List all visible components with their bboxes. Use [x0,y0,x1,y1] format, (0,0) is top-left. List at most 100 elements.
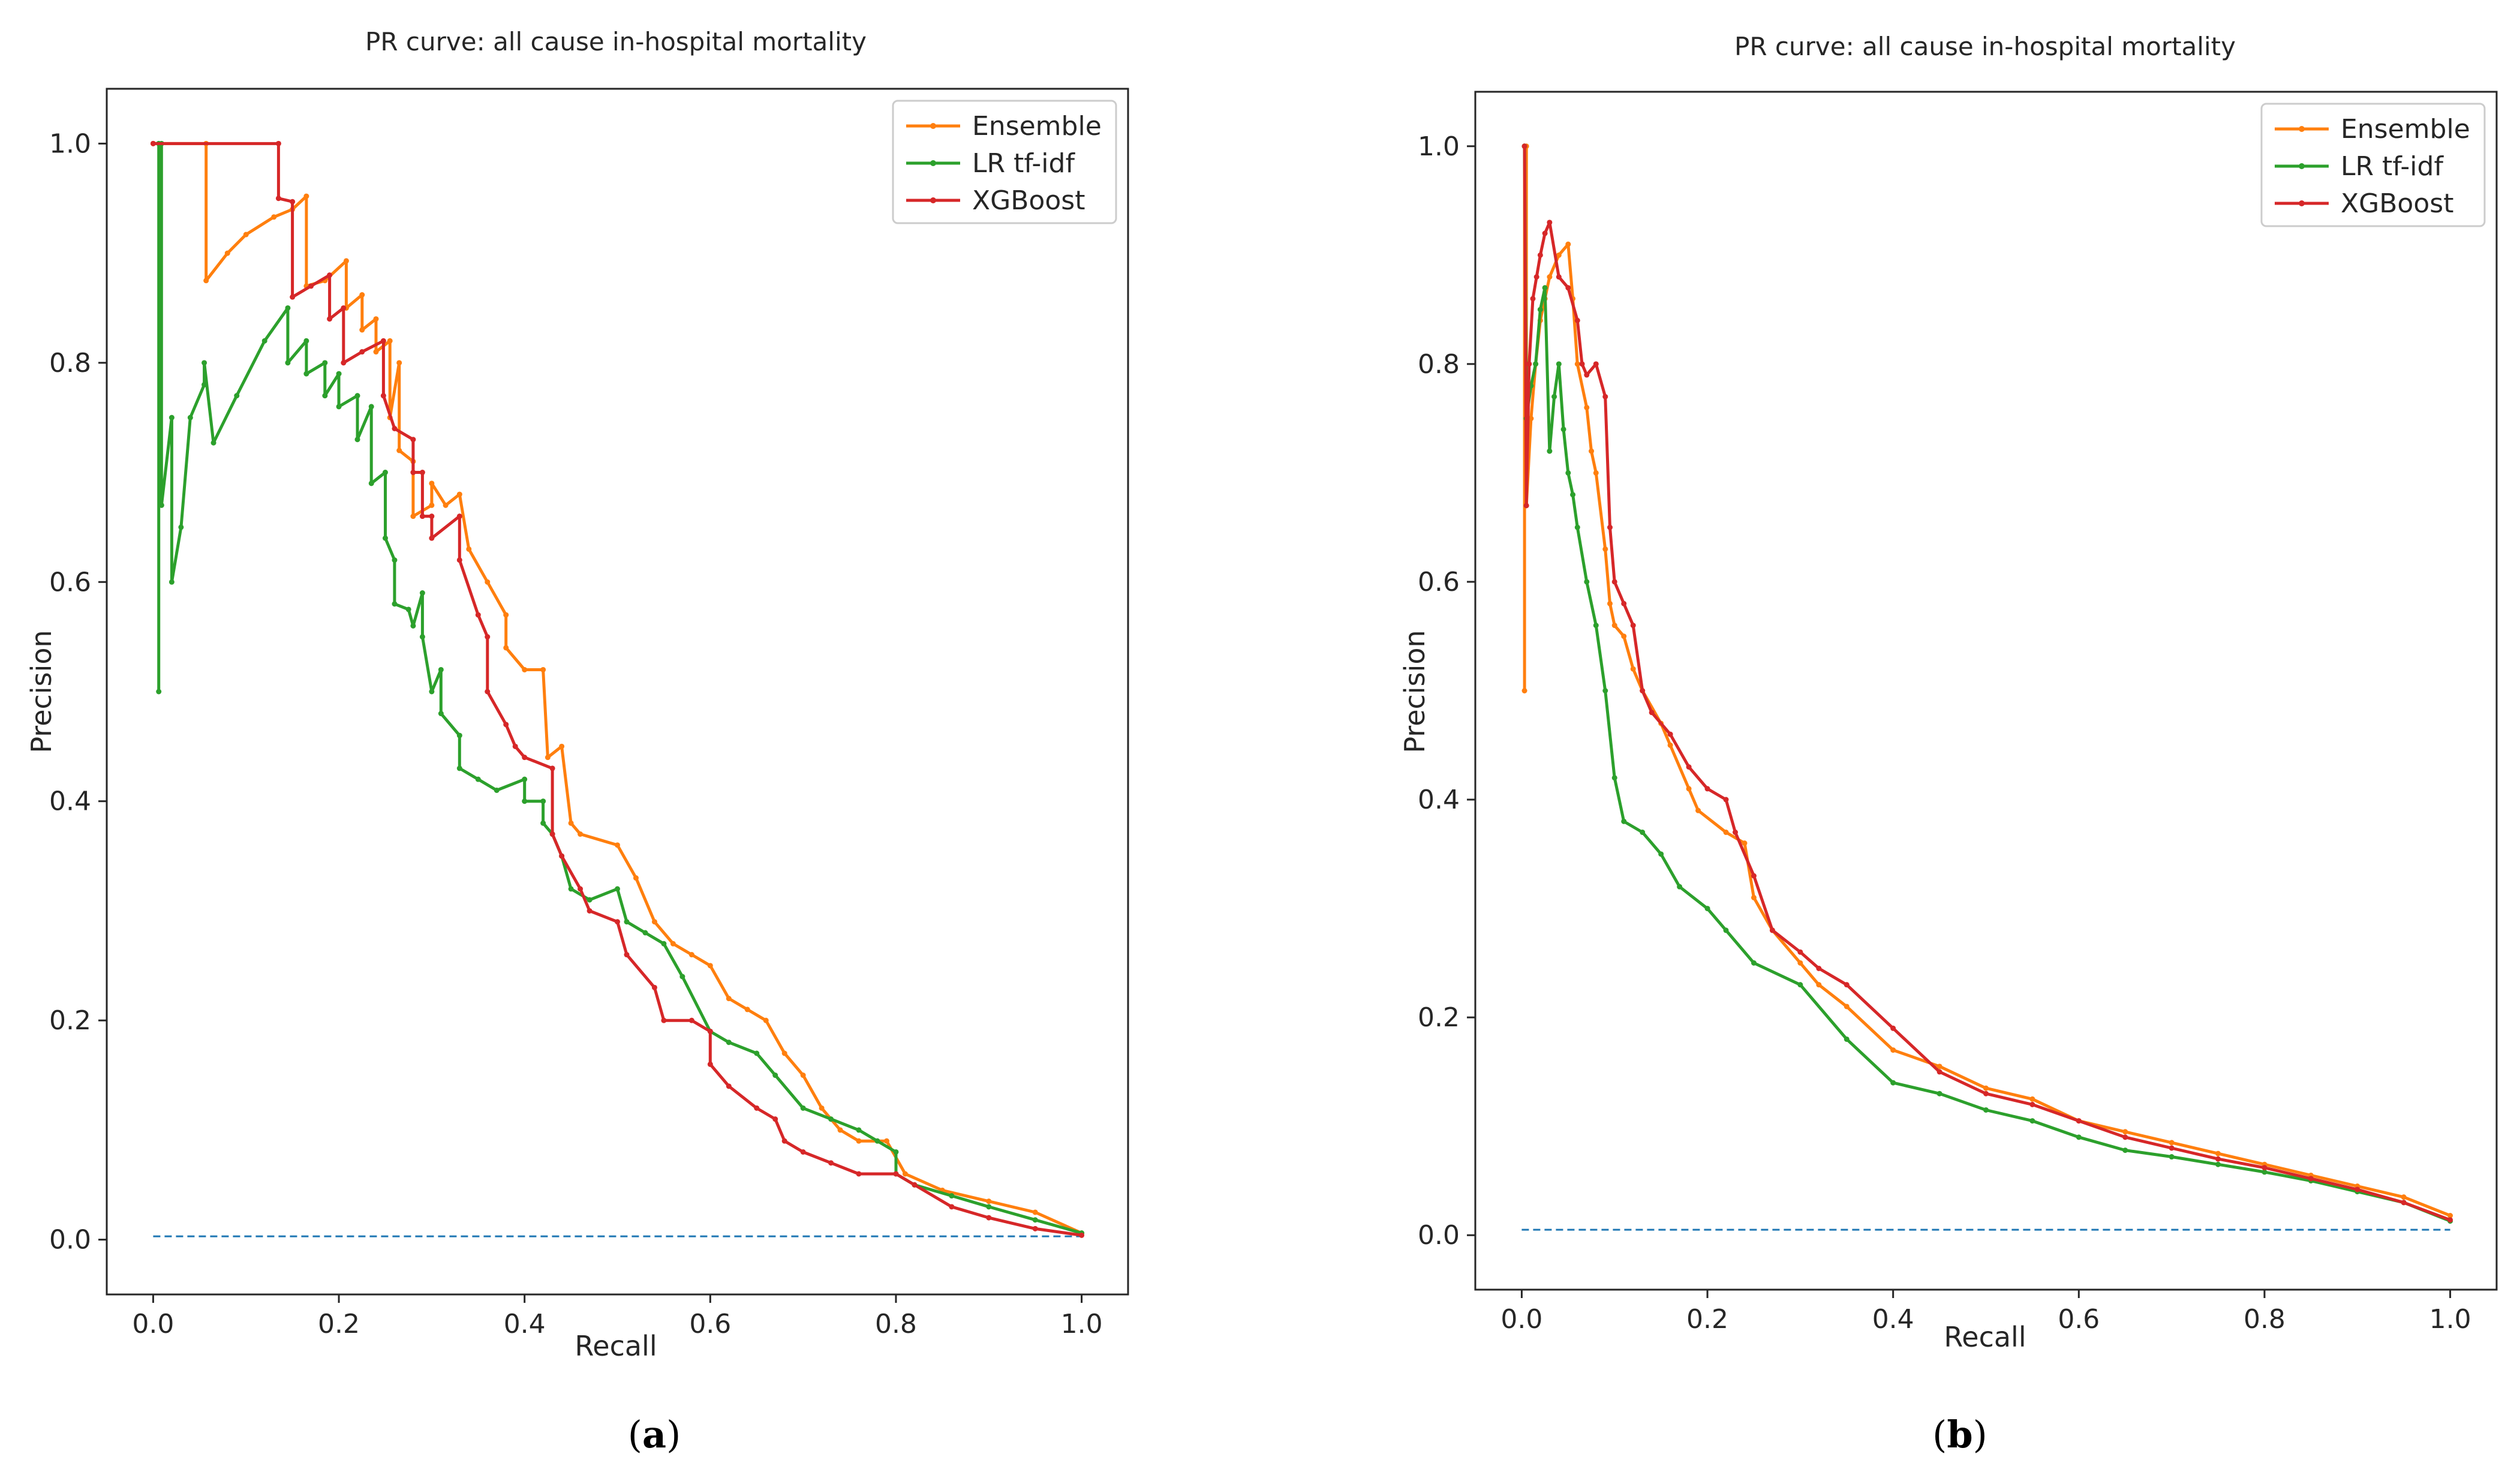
data-point [225,251,230,256]
data-point [1631,666,1636,672]
data-point [410,513,416,519]
data-point [1612,579,1617,584]
data-point [1526,361,1532,367]
data-point [322,360,327,365]
data-point [763,1018,769,1023]
data-point [559,744,564,749]
data-point [522,777,527,782]
legend-marker [2299,200,2305,206]
data-point [1742,840,1747,846]
data-point [336,404,342,409]
data-point [1538,253,1543,258]
y-tick-label: 0.4 [49,786,91,817]
data-point [1751,895,1757,900]
data-point [949,1193,954,1198]
y-tick-label: 0.2 [49,1005,91,1036]
data-point [1612,623,1617,628]
data-point [1547,220,1552,225]
data-point [2076,1118,2082,1123]
data-point [986,1204,991,1209]
data-point [856,1171,862,1177]
data-point [1547,274,1552,280]
data-point [1797,982,1803,987]
data-point [1607,525,1613,530]
data-point [1640,688,1645,693]
data-point [1534,274,1539,280]
data-point [420,513,425,519]
data-point [624,919,629,924]
data-point [545,755,551,760]
y-axis-label: Precision [25,630,58,753]
data-point [540,821,546,826]
data-point [1584,405,1589,410]
data-point [1547,449,1552,454]
legend-label: XGBoost [972,185,1085,216]
data-point [1770,927,1775,933]
data-point [1621,633,1626,639]
data-point [429,689,434,695]
data-point [2447,1217,2453,1222]
data-point [550,831,555,837]
data-point [276,141,281,146]
x-tick-label: 0.4 [1872,1304,1914,1335]
data-point [1724,797,1729,803]
data-point [1602,394,1608,399]
data-point [271,214,276,220]
data-point [615,919,620,924]
legend-label: LR tf-idf [972,148,1075,179]
data-point [1584,579,1589,584]
data-point [652,919,657,924]
data-point [1621,819,1626,824]
data-point [670,941,676,947]
data-point [476,612,481,618]
data-point [801,1073,806,1078]
data-point [1565,285,1571,290]
y-tick-label: 0.4 [1418,785,1460,815]
data-point [2215,1162,2221,1167]
data-point [303,371,309,377]
data-point [2308,1176,2314,1181]
data-point [661,1018,666,1023]
data-point [986,1198,991,1204]
y-tick-label: 0.8 [49,348,91,378]
data-point [285,305,290,311]
data-point [1575,525,1580,530]
data-point [2215,1151,2221,1156]
data-point [503,722,509,727]
data-point [1538,307,1543,313]
data-point [772,1073,778,1078]
data-point [754,1051,759,1056]
x-tick-label: 0.0 [1500,1304,1542,1335]
data-point [1890,1026,1896,1031]
data-point [1079,1233,1084,1238]
data-point [856,1127,862,1132]
data-point [1751,960,1757,966]
data-point [856,1138,862,1144]
legend-marker [930,197,936,203]
data-point [2354,1186,2360,1192]
data-point [303,194,309,199]
data-point [819,1106,825,1111]
data-point [1530,296,1535,301]
data-point [745,1007,750,1012]
data-point [986,1215,991,1221]
data-point [1983,1091,1989,1097]
data-point [1686,786,1692,791]
data-point [410,470,416,475]
data-point [874,1138,880,1144]
data-point [569,886,574,891]
data-point [1751,873,1757,879]
data-point [1522,688,1527,693]
data-point [420,470,425,475]
data-point [202,382,207,387]
data-point [429,536,434,541]
data-point [2215,1156,2221,1162]
x-tick-label: 0.8 [875,1309,917,1339]
data-point [1686,764,1692,770]
legend-label: LR tf-idf [2341,151,2444,182]
data-point [1677,884,1682,890]
data-point [457,765,462,771]
data-point [1816,982,1821,987]
data-point [513,744,518,749]
